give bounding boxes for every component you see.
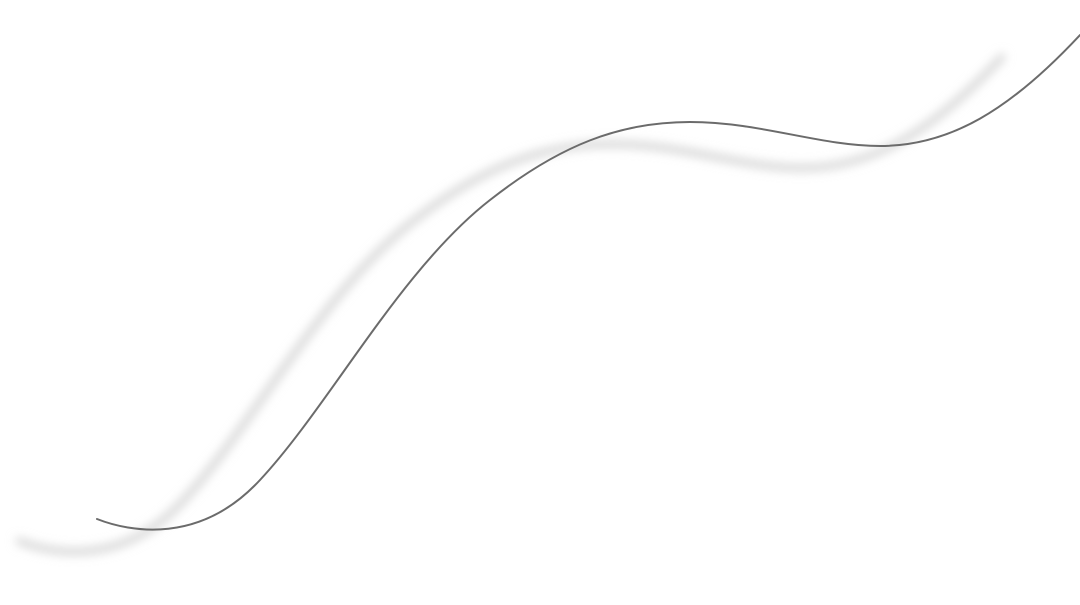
curve-shadow: [15, 53, 1006, 556]
curve: [96, 34, 1080, 531]
shadow-path: [15, 53, 1006, 556]
